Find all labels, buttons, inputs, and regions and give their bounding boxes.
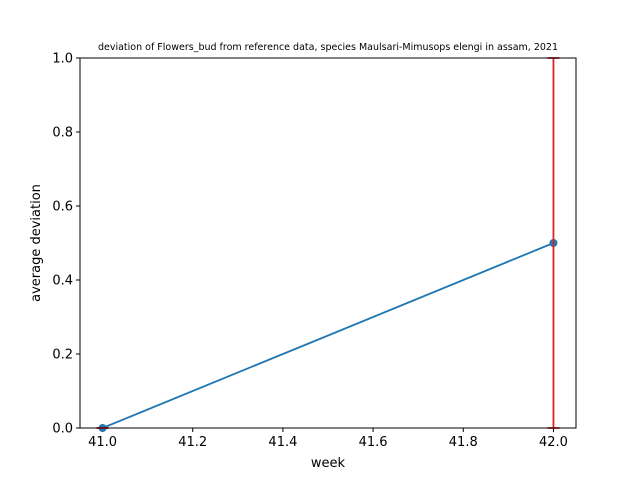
- y-tick-label: 1.0: [52, 52, 73, 67]
- y-tick-label: 0.8: [52, 126, 73, 141]
- x-axis-ticks: 41.0 41.2 41.4 41.6 41.8 42.0: [88, 428, 568, 450]
- y-tick-label: 0.0: [52, 422, 73, 437]
- x-tick-label: 41.4: [268, 435, 297, 450]
- x-tick-label: 41.6: [359, 435, 388, 450]
- x-tick-label: 41.2: [178, 435, 207, 450]
- x-tick-label: 41.0: [88, 435, 117, 450]
- y-tick-label: 0.4: [52, 274, 73, 289]
- x-axis-label: week: [311, 456, 346, 471]
- y-tick-label: 0.6: [52, 200, 73, 215]
- x-tick-label: 41.8: [449, 435, 478, 450]
- x-tick-label: 42.0: [539, 435, 568, 450]
- series-line: [102, 242, 554, 429]
- chart-title: deviation of Flowers_bud from reference …: [98, 42, 558, 53]
- y-axis-ticks: 0.0 0.2 0.4 0.6 0.8 1.0: [52, 52, 80, 437]
- y-axis-label: average deviation: [29, 184, 44, 302]
- plot-area-frame: [79, 57, 577, 429]
- y-tick-label: 0.2: [52, 348, 73, 363]
